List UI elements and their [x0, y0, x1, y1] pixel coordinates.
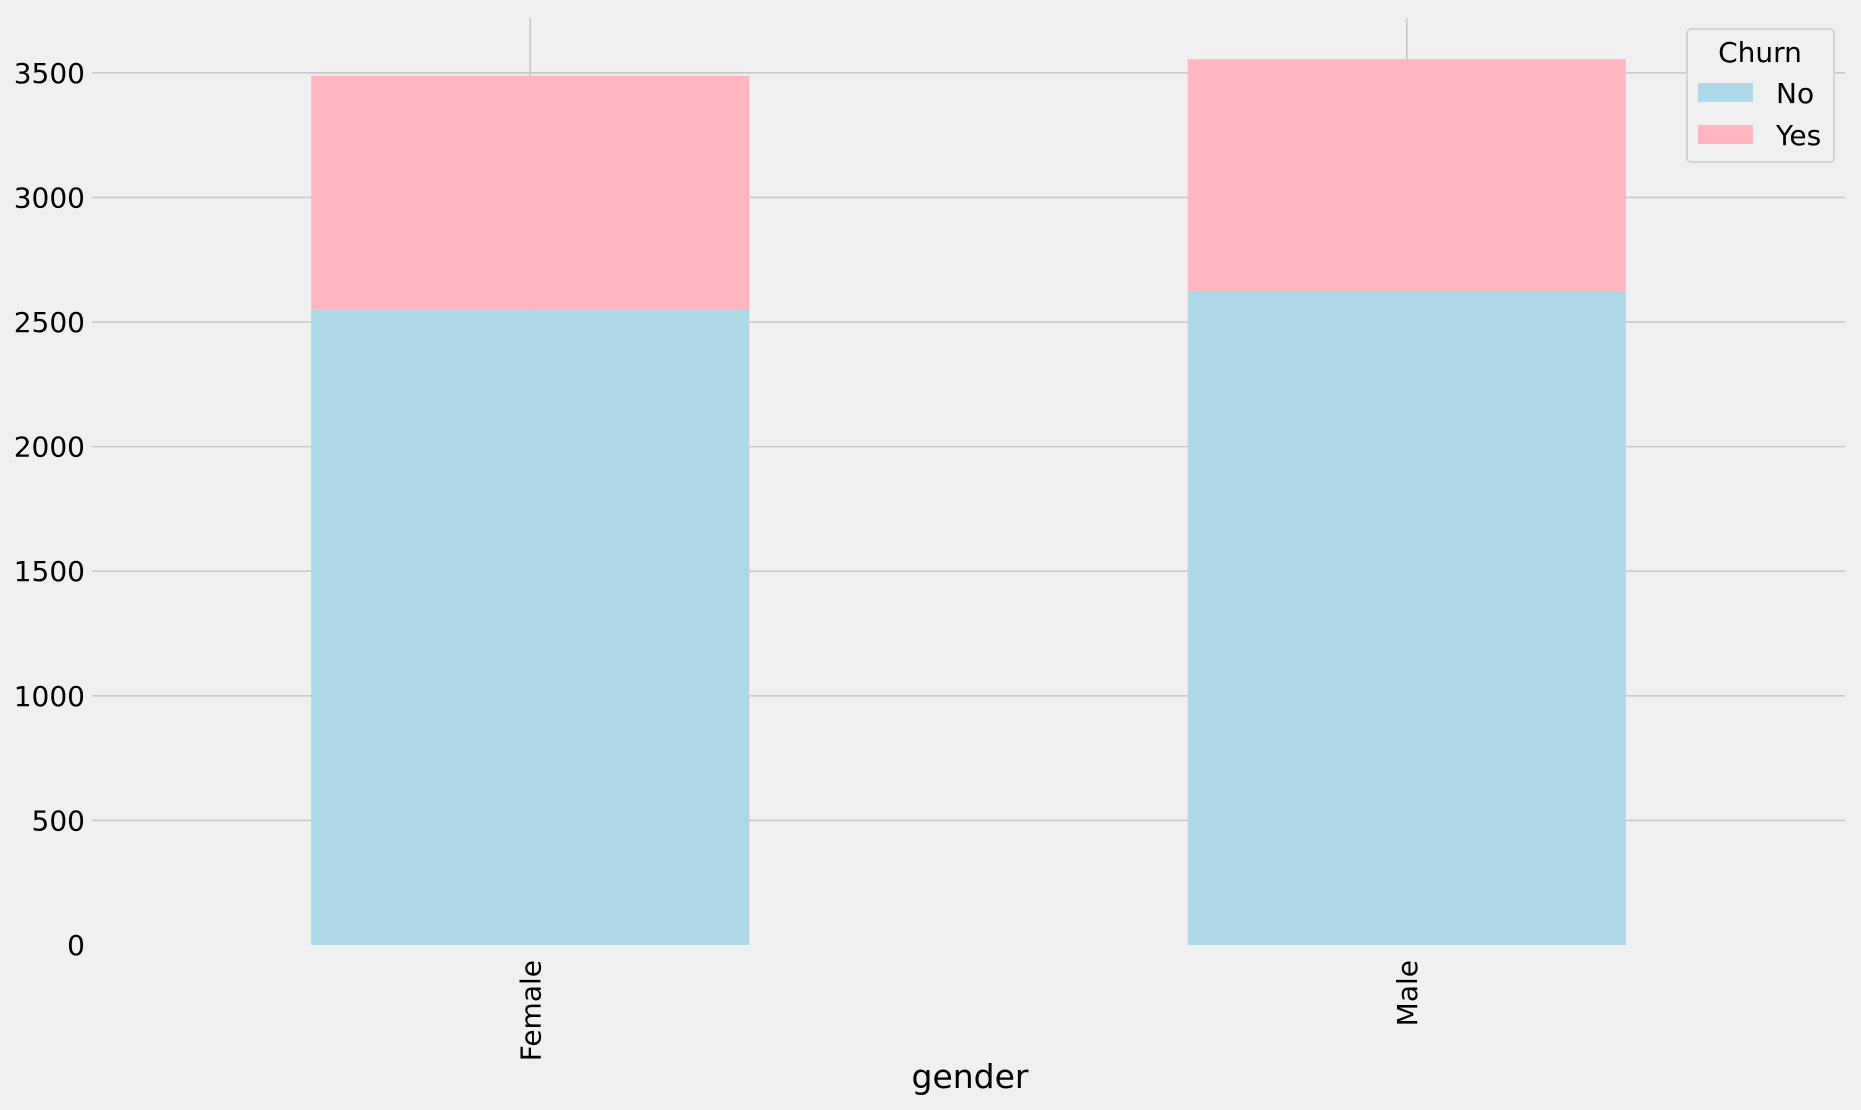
y-axis-ticks: 0 500 1000 1500 2000 2500 3000 3500 [14, 57, 85, 962]
y-tick-label: 1500 [14, 555, 85, 588]
legend-title: Churn [1718, 36, 1802, 69]
bar-female-no [311, 309, 750, 945]
x-tick-label: Male [1391, 960, 1424, 1026]
legend-entry-no: No [1776, 77, 1814, 110]
legend-entry-yes: Yes [1775, 119, 1821, 152]
bars [311, 59, 1626, 945]
y-tick-label: 500 [32, 804, 85, 837]
y-tick-label: 3500 [14, 57, 85, 90]
x-tick-label: Female [514, 960, 547, 1061]
y-tick-label: 3000 [14, 181, 85, 214]
legend-swatch-yes [1698, 125, 1753, 144]
legend: Churn No Yes [1686, 28, 1835, 163]
bar-female-yes [311, 75, 750, 310]
y-tick-label: 2000 [14, 431, 85, 464]
y-tick-label: 1000 [14, 680, 85, 713]
x-axis-ticks: Female Male [514, 960, 1424, 1061]
bar-male-no [1187, 290, 1626, 945]
y-tick-label: 2500 [14, 306, 85, 339]
bar-male-yes [1187, 59, 1626, 291]
y-tick-label: 0 [67, 929, 85, 962]
x-axis-label: gender [912, 1057, 1029, 1096]
legend-swatch-no [1698, 83, 1753, 102]
